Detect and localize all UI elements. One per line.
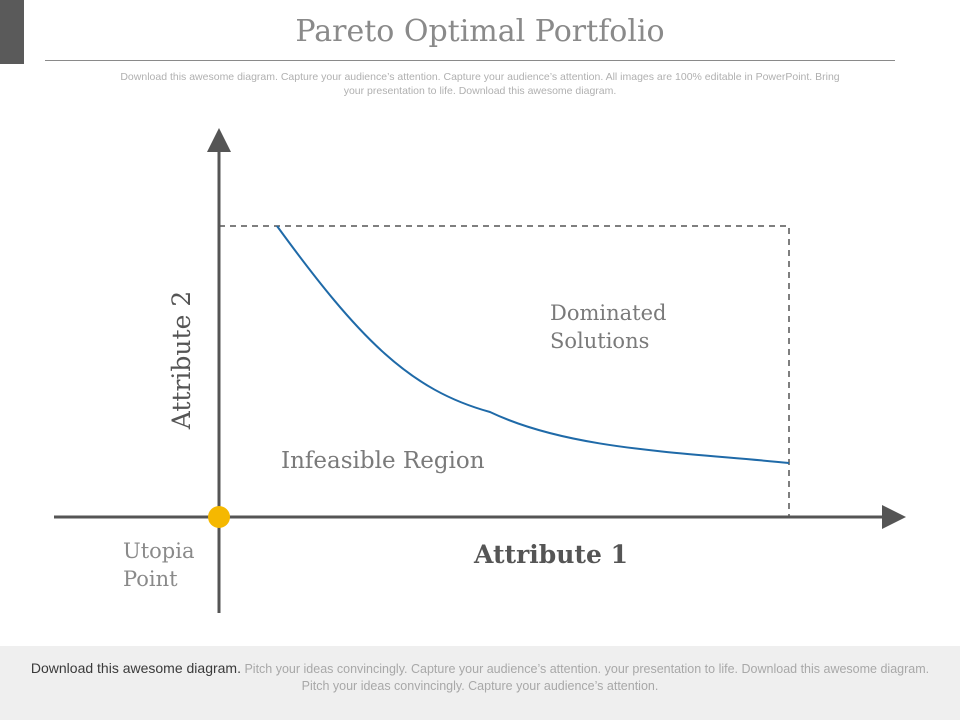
page-subtitle: Download this awesome diagram. Capture y… [120,71,840,97]
dominated-solutions-label-line1: Dominated [550,301,666,325]
utopia-point [208,506,230,528]
utopia-point-label-line2: Point [123,567,178,591]
page-title: Pareto Optimal Portfolio [295,14,665,49]
pareto-front-curve [276,225,790,464]
footer-band: Download this awesome diagram. Pitch you… [0,646,960,720]
dominated-region-bound [219,225,790,517]
footer-text: Download this awesome diagram. Pitch you… [30,660,930,695]
dominated-solutions-label-line2: Solutions [550,329,649,353]
title-divider [45,60,895,61]
footer-body: Pitch your ideas convincingly. Capture y… [240,662,930,693]
y-axis-label: Attribute 2 [167,291,196,430]
utopia-point-label-line1: Utopia [123,539,194,563]
x-axis-arrow [882,505,906,529]
y-axis-arrow [207,128,231,152]
infeasible-region-label: Infeasible Region [281,448,485,474]
pareto-diagram: Attribute 2 Attribute 1 Dominated Soluti… [54,128,906,613]
footer-lead: Download this awesome diagram. [30,660,241,676]
x-axis-label: Attribute 1 [473,540,628,569]
corner-tab [0,0,24,64]
